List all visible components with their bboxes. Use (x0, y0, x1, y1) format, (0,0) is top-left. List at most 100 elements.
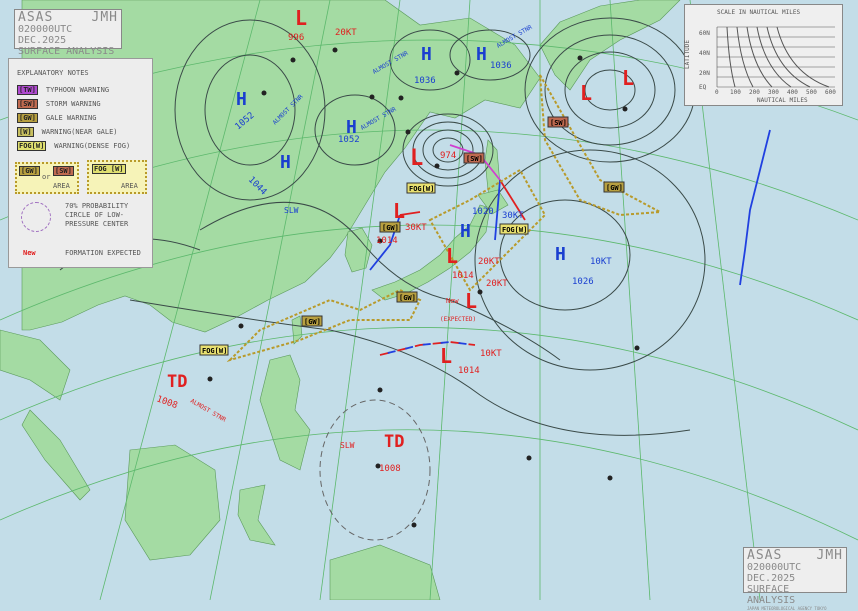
nm-tick: 0 (715, 89, 719, 96)
area-gw-tag: [GW] (19, 166, 40, 176)
legend-label: TYPHOON WARNING (45, 86, 110, 94)
high-west-2-pressure: 1052 (338, 135, 360, 145)
agency-code: ASAS (747, 548, 783, 563)
low-extra-motion: 20KT (486, 279, 508, 289)
low-new-tag: New (446, 297, 459, 305)
high-ne-1: H (421, 44, 432, 65)
warning-areas (226, 74, 664, 363)
stationary-front (379, 341, 476, 356)
svg-text:FOG[W]: FOG[W] (202, 347, 227, 355)
hokkaido (477, 189, 509, 215)
cold-front-east (739, 129, 771, 286)
low-japan-pressure: 1014 (452, 271, 474, 281)
high-west-3: H (280, 152, 291, 173)
low-ne-1: L (580, 81, 592, 105)
analysis-datetime: 020000UTC DEC.2025 (18, 24, 73, 46)
warning-tag-fog-2: FOG[W] (499, 223, 529, 235)
high-japan-motion: 30KT (502, 211, 524, 221)
high-ne-2: H (476, 44, 487, 65)
agency-code: ASAS (18, 10, 54, 25)
legend-label: GALE WARNING (45, 114, 97, 122)
low-korea-pressure: 1014 (376, 236, 398, 246)
legend-label: STORM WARNING (45, 100, 101, 108)
nautical-mile-scale: SCALE IN NAUTICAL MILES LATITUDE NAUTICA… (684, 4, 843, 106)
warm-front-2 (499, 179, 526, 221)
new-guinea (329, 544, 441, 600)
analysis-datetime: 020000UTC DEC.2025 (747, 562, 802, 584)
svg-text:[GW]: [GW] (606, 184, 623, 192)
svg-text:996: 996 (288, 33, 304, 43)
lat-tick: 20N (699, 70, 710, 77)
svg-text:[GW]: [GW] (399, 294, 416, 302)
indochina (0, 329, 71, 401)
sulawesi (237, 484, 276, 546)
td-west: TD (167, 372, 187, 392)
legend-label: WARNING(DENSE FOG) (54, 142, 131, 150)
low-new-expected: (EXPECTED) (440, 316, 476, 323)
warning-tag-gw-3: [GW] (301, 315, 323, 327)
warning-tag-sw-2: [SW] (547, 116, 569, 128)
warm-front (399, 211, 421, 216)
svg-text:[SW]: [SW] (550, 119, 567, 127)
storm-warning-tag: [SW] (17, 99, 38, 109)
agency: JMH (91, 10, 118, 25)
lat-tick: 40N (699, 50, 710, 57)
area-fog-tag: FOG [W] (92, 164, 126, 174)
high-ne-1-pressure: 1036 (414, 76, 436, 86)
low-korea-motion: 30KT (405, 223, 427, 233)
nm-tick: 100 (730, 89, 741, 96)
warning-tag-sw-1: [SW] (463, 152, 485, 164)
high-ne-2-pressure: 1036 (490, 61, 512, 71)
svg-text:[GW]: [GW] (304, 318, 321, 326)
fog-area-sample: FOG [W] AREA (87, 160, 147, 194)
td-south: TD (384, 432, 404, 452)
legend-label: WARNING(NEAR GALE) (41, 128, 118, 136)
nm-tick: 600 (825, 89, 836, 96)
svg-text:L: L (295, 6, 307, 30)
lat-tick: 60N (699, 30, 710, 37)
chart-title: SURFACE ANALYSIS (747, 584, 796, 606)
nm-tick: 300 (768, 89, 779, 96)
low-japan: L (446, 244, 458, 268)
low-south-motion: 10KT (480, 349, 502, 359)
low-deep: L (410, 146, 423, 171)
low-korea: L (393, 199, 405, 223)
svg-text:FOG[W]: FOG[W] (409, 185, 434, 193)
header-title-box: ASAS JMH 020000UTC DEC.2025 SURFACE ANALY… (14, 9, 122, 57)
area-or: or (42, 173, 51, 181)
station-plots (207, 47, 691, 528)
isobars (59, 17, 706, 541)
high-pacific-motion: 10KT (590, 257, 612, 267)
high-west-1: H (236, 89, 247, 110)
borneo (124, 444, 221, 561)
near-gale-warning-tag: [W] (17, 127, 34, 137)
warning-tags: [SW] FOG[W] [GW] FOG[W] [GW] [GW] FOG[W]… (199, 116, 625, 356)
warning-tag-gw-1: [GW] (379, 221, 401, 233)
low-deep-pressure: 974 (440, 151, 456, 161)
footer-title-box: ASAS JMH 020000UTC DEC.2025 SURFACE ANALY… (743, 547, 847, 611)
cold-front-2 (494, 179, 501, 241)
area-label: AREA (121, 182, 138, 190)
warning-tag-fog-1: FOG[W] (406, 182, 436, 194)
area-label: AREA (53, 182, 70, 190)
high-west-2: H (346, 117, 357, 138)
probability-circle-label: 70% PROBABILITY CIRCLE OF LOW-PRESSURE C… (65, 202, 129, 228)
sumatra (21, 409, 91, 501)
dense-fog-warning-tag: FOG[W] (17, 141, 47, 151)
gale-storm-area-sample: [GW] or [SW] AREA (15, 162, 79, 194)
td-south-pressure: 1008 (379, 464, 401, 474)
high-japan: H (460, 221, 471, 242)
stationary-front-cold (379, 341, 476, 356)
svg-text:[GW]: [GW] (382, 224, 399, 232)
high-pacific-pressure: 1026 (572, 277, 594, 287)
area-sw-tag: [SW] (53, 166, 74, 176)
high-pacific: H (555, 244, 566, 265)
low-japan-motion: 20KT (478, 257, 500, 267)
svg-text:FOG[W]: FOG[W] (502, 226, 527, 234)
low-new: L (465, 289, 477, 313)
td-south-motion: SLW (340, 441, 355, 450)
scale-xlabel: NAUTICAL MILES (757, 97, 808, 104)
low-ne-2: L (622, 66, 634, 90)
explanatory-notes: EXPLANATORY NOTES [TW] TYPHOON WARNING [S… (8, 58, 153, 268)
scale-title: SCALE IN NAUTICAL MILES (717, 9, 801, 16)
